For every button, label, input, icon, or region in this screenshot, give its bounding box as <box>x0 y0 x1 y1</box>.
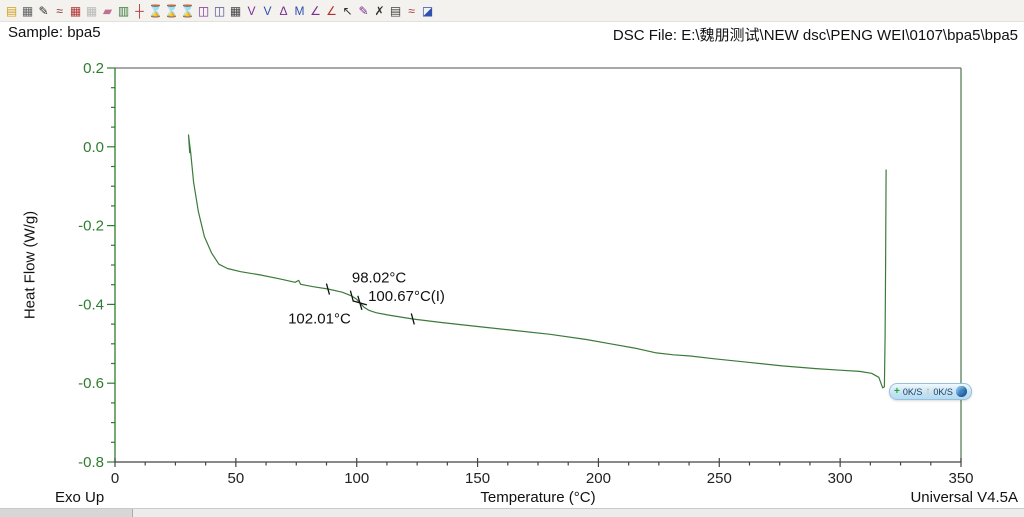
speed-monitor-logo-icon <box>955 386 967 397</box>
data-table-disabled-icon[interactable]: ▦ <box>85 3 98 18</box>
mini-plot-icon[interactable]: ▥ <box>117 3 130 18</box>
y-axis: 0.2 0.0 -0.2 -0.4 -0.6 -0.8 <box>78 60 116 471</box>
software-version-label: Universal V4.5A <box>910 489 1018 506</box>
x-axis: 0 50 100 150 200 250 300 350 <box>111 458 974 487</box>
axes-icon[interactable]: ┼ <box>135 3 144 18</box>
eraser-icon[interactable]: ▰ <box>102 3 113 18</box>
svg-text:300: 300 <box>828 470 853 487</box>
open-file-icon[interactable]: ▤ <box>5 3 18 18</box>
signature-icon[interactable]: ≈ <box>408 3 415 18</box>
svg-text:100.67°C(I): 100.67°C(I) <box>368 288 445 305</box>
svg-text:100: 100 <box>344 470 369 487</box>
svg-text:200: 200 <box>586 470 611 487</box>
integrate-peak-icon[interactable]: V <box>247 3 256 18</box>
data-table-icon[interactable]: ▦ <box>69 3 82 18</box>
plot-frame <box>115 67 962 462</box>
tool-disabled-icon[interactable]: ⌛ <box>180 3 195 18</box>
delete-analysis-icon[interactable]: ✗ <box>374 3 385 18</box>
svg-text:0.0: 0.0 <box>83 139 104 156</box>
report-icon[interactable]: ▤ <box>389 3 402 18</box>
upload-speed-value: 0K/S <box>933 386 953 397</box>
step-transition-icon[interactable]: Δ <box>279 3 288 18</box>
peak-baseline-icon[interactable]: V <box>263 3 272 18</box>
onset-tangent-icon[interactable]: ∠ <box>310 3 321 18</box>
split-window-icon[interactable]: ◫ <box>197 3 210 18</box>
analysis-markers <box>325 283 415 325</box>
network-speed-widget[interactable]: + 0K/S ↑ 0K/S <box>889 383 972 400</box>
download-icon: + <box>894 386 900 397</box>
multi-peak-icon[interactable]: M <box>294 3 305 18</box>
svg-text:350: 350 <box>948 470 973 487</box>
svg-text:102.01°C: 102.01°C <box>288 310 351 327</box>
svg-text:-0.8: -0.8 <box>78 454 104 471</box>
bottom-bar <box>0 508 1024 517</box>
svg-text:-0.6: -0.6 <box>78 375 104 392</box>
bottom-bar-left-segment <box>0 509 133 517</box>
endset-tangent-icon[interactable]: ∠ <box>326 3 337 18</box>
x-axis-title: Temperature (°C) <box>480 489 596 506</box>
bottom-bar-right-segment <box>133 509 1024 517</box>
download-speed-value: 0K/S <box>902 386 923 397</box>
slope-pen-icon[interactable]: ✎ <box>358 3 369 18</box>
print-icon[interactable]: ▦ <box>21 3 34 18</box>
pointer-icon[interactable]: ↖ <box>342 3 353 18</box>
export-plot-icon[interactable]: ◪ <box>421 3 434 18</box>
curve-pen-icon[interactable]: ≈ <box>56 3 63 18</box>
matrix-icon[interactable]: ▦ <box>229 3 242 18</box>
svg-text:150: 150 <box>465 470 490 487</box>
select-region-y-icon[interactable]: ⌛ <box>164 3 179 18</box>
dsc-curve <box>187 134 887 389</box>
upload-icon: ↑ <box>925 386 931 397</box>
svg-text:0: 0 <box>111 470 119 487</box>
sample-name-label: Sample: bpa5 <box>8 24 101 41</box>
split-window-2-icon[interactable]: ◫ <box>213 3 226 18</box>
toolbar: ▤ ▦ ✎ ≈ ▦ ▦ ▰ ▥ ┼ ⌛ ⌛ ⌛ ◫ ◫ ▦ V V Δ M ∠ ∠ ↖ ✎ ✗ ▤ ≈ ◪ <box>0 0 1024 22</box>
select-region-x-icon[interactable]: ⌛ <box>148 3 163 18</box>
svg-text:-0.2: -0.2 <box>78 218 104 235</box>
dsc-file-path-label: DSC File: E:\魏朋测试\NEW dsc\PENG WEI\0107\… <box>612 27 1018 44</box>
svg-text:50: 50 <box>228 470 245 487</box>
exo-up-label: Exo Up <box>55 489 105 506</box>
y-axis-title: Heat Flow (W/g) <box>21 210 39 320</box>
svg-text:98.02°C: 98.02°C <box>352 270 407 287</box>
svg-text:0.2: 0.2 <box>83 60 104 77</box>
annotate-pen-icon[interactable]: ✎ <box>38 3 49 18</box>
svg-text:-0.4: -0.4 <box>78 296 104 313</box>
svg-text:250: 250 <box>707 470 732 487</box>
